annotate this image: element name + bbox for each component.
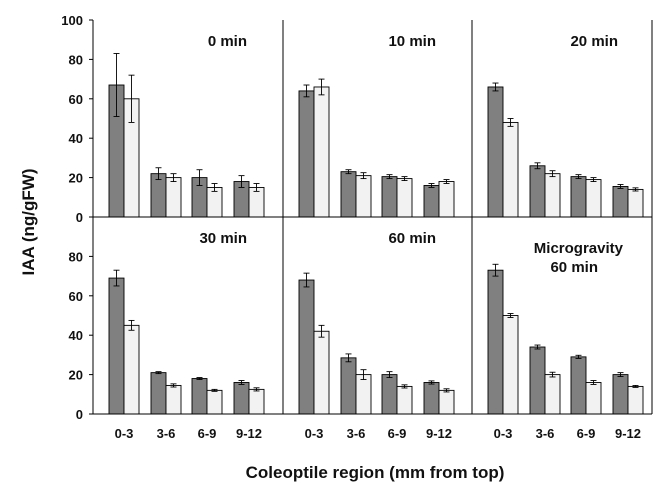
y-tick-label: 0 (76, 210, 83, 225)
bar (438, 181, 455, 218)
x-tick-label: 6-9 (577, 426, 596, 441)
x-tick-label: 9-12 (426, 426, 452, 441)
bar (206, 186, 223, 218)
bar (248, 186, 265, 218)
bar (123, 324, 140, 415)
y-tick-label: 60 (69, 92, 83, 107)
chart-panel: Microgravity 60 min 0-3 3-6 6-9 9-12 (471, 217, 652, 441)
x-tick-label: 9-12 (615, 426, 641, 441)
y-tick-label: 40 (69, 131, 83, 146)
x-tick-label: 3-6 (347, 426, 366, 441)
x-tick-label: 0-3 (494, 426, 513, 441)
chart-panel: 20 min (471, 20, 652, 218)
x-tick-label: 0-3 (115, 426, 134, 441)
y-tick-label: 20 (69, 171, 83, 186)
x-tick-label: 0-3 (305, 426, 324, 441)
bar (165, 384, 182, 415)
bar (233, 382, 250, 415)
bar (423, 382, 440, 415)
bar (612, 374, 629, 415)
bar (206, 389, 223, 415)
x-tick-label: 3-6 (157, 426, 176, 441)
bar (423, 185, 440, 218)
bar (502, 121, 519, 218)
bar (438, 389, 455, 415)
panel-title: 60 min (388, 230, 436, 247)
y-tick-label: 0 (76, 407, 83, 422)
bar (298, 279, 315, 415)
y-tick-label: 20 (69, 368, 83, 383)
bar (381, 374, 398, 415)
bar (355, 175, 372, 218)
chart-panels: 0 min 0 20 40 60 80 100 10 min 20 min 30 min 0 20 40… (61, 13, 653, 441)
chart-panel: 0 min 0 20 40 60 80 100 (61, 13, 283, 225)
bar (150, 372, 167, 415)
bar (502, 315, 519, 415)
bar (627, 188, 644, 218)
y-tick-label: 80 (69, 249, 83, 264)
bar (248, 388, 265, 415)
bar (381, 176, 398, 218)
bar (570, 356, 587, 415)
bar (396, 385, 413, 415)
bar (585, 382, 602, 415)
bar (487, 86, 504, 218)
bar (355, 374, 372, 415)
chart-panel: 10 min (282, 20, 472, 218)
y-tick-label: 60 (69, 289, 83, 304)
panel-title: 0 min (208, 33, 247, 50)
bar (544, 374, 561, 415)
panel-title: 10 min (388, 33, 436, 50)
bar (191, 378, 208, 415)
bar (396, 178, 413, 218)
bar (298, 90, 315, 218)
y-axis-label: IAA (ng/gFW) (19, 169, 38, 276)
chart-panel: 30 min 0 20 40 60 80 0-3 3-6 6-9 9-12 (69, 217, 283, 441)
bar (150, 173, 167, 218)
bar (487, 269, 504, 415)
panel-subtitle: 60 min (550, 259, 598, 276)
panel-title: 20 min (570, 33, 618, 50)
bar (544, 173, 561, 218)
bar (313, 330, 330, 415)
bar (165, 177, 182, 218)
x-axis-label: Coleoptile region (mm from top) (246, 463, 505, 482)
y-tick-label: 80 (69, 52, 83, 67)
x-tick-label: 6-9 (198, 426, 217, 441)
panel-title: Microgravity (534, 240, 624, 257)
panel-title: 30 min (199, 230, 247, 247)
bar (340, 357, 357, 415)
y-tick-label: 40 (69, 328, 83, 343)
bar (340, 171, 357, 218)
bar (570, 176, 587, 218)
x-tick-label: 9-12 (236, 426, 262, 441)
chart-panel: 60 min 0-3 3-6 6-9 9-12 (282, 217, 472, 441)
y-tick-label: 100 (61, 13, 83, 28)
bar (627, 385, 644, 415)
bar (612, 186, 629, 218)
bar (529, 346, 546, 415)
x-tick-label: 6-9 (388, 426, 407, 441)
x-tick-label: 3-6 (536, 426, 555, 441)
bar (585, 179, 602, 218)
bar (529, 165, 546, 218)
bar (313, 86, 330, 218)
bar (108, 277, 125, 415)
